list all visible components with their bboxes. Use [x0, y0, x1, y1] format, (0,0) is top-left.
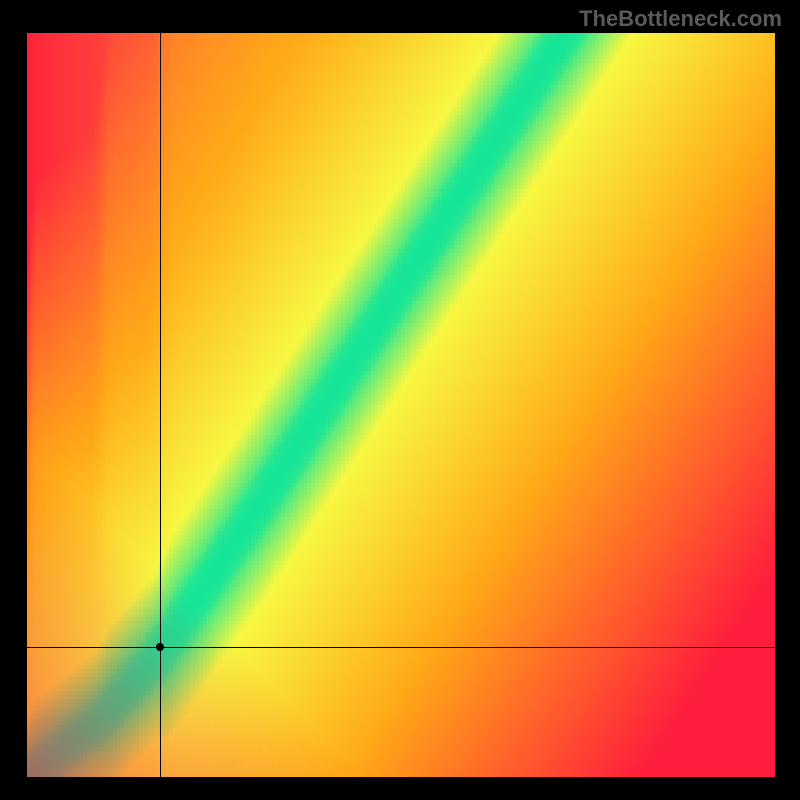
watermark-text: TheBottleneck.com	[579, 6, 782, 32]
crosshair-horizontal	[27, 647, 775, 648]
heatmap-plot	[27, 33, 775, 777]
crosshair-vertical	[160, 33, 161, 777]
heatmap-canvas	[27, 33, 775, 777]
crosshair-marker-dot	[156, 643, 164, 651]
